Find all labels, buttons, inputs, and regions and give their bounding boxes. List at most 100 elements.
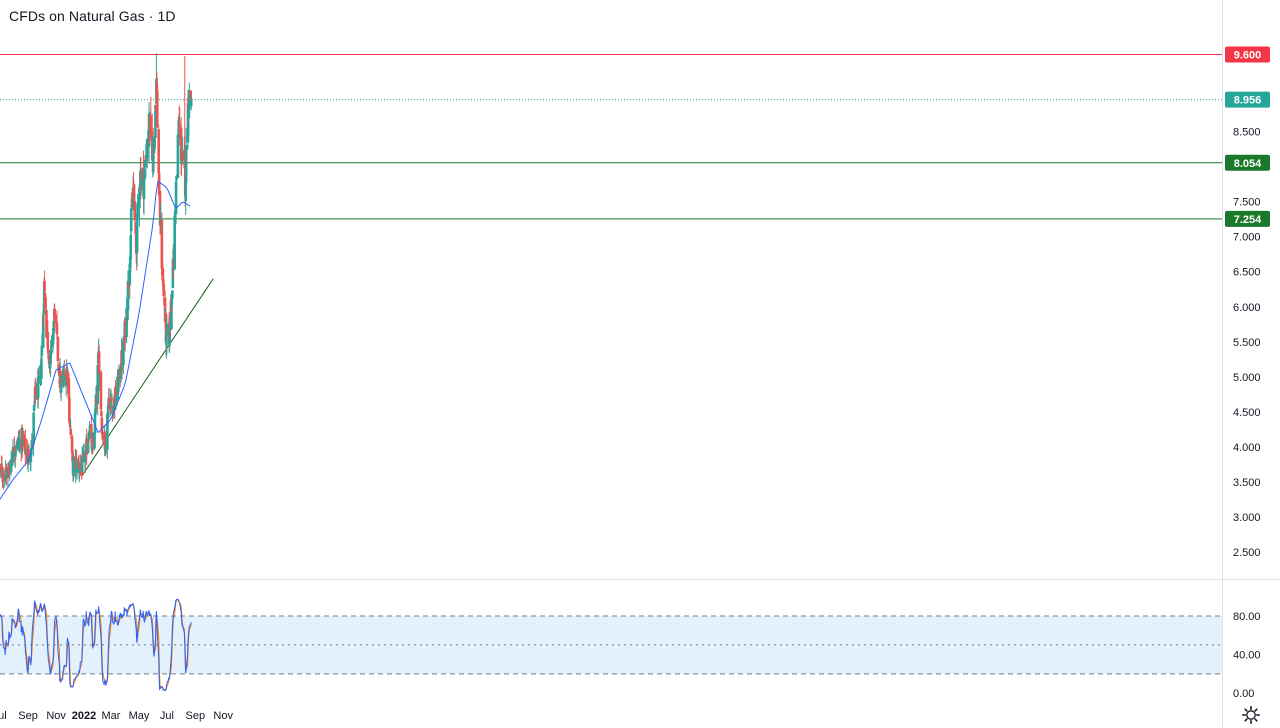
- candle[interactable]: [24, 429, 27, 466]
- candle-body: [159, 216, 162, 226]
- candle[interactable]: [154, 104, 157, 149]
- candle-body: [162, 283, 165, 297]
- candle[interactable]: [43, 270, 46, 293]
- candle[interactable]: [8, 459, 12, 482]
- candle[interactable]: [162, 268, 165, 306]
- candle[interactable]: [123, 317, 127, 352]
- candle-body: [24, 438, 27, 455]
- candle[interactable]: [107, 387, 111, 412]
- candle[interactable]: [175, 174, 178, 198]
- candle[interactable]: [37, 367, 40, 379]
- candle[interactable]: [34, 377, 37, 406]
- candle[interactable]: [27, 444, 31, 465]
- candle[interactable]: [5, 464, 8, 486]
- candle[interactable]: [24, 448, 28, 454]
- price-tick-label: 3.500: [1233, 477, 1261, 489]
- candle-body: [95, 397, 98, 404]
- candle[interactable]: [56, 335, 60, 373]
- candle[interactable]: [159, 203, 162, 232]
- candle[interactable]: [110, 393, 114, 404]
- candle[interactable]: [46, 346, 50, 364]
- candle-body: [82, 451, 85, 455]
- candle-body: [37, 375, 40, 377]
- candle-body: [99, 371, 103, 410]
- candle[interactable]: [133, 184, 137, 234]
- candle[interactable]: [88, 424, 92, 438]
- candle[interactable]: [40, 334, 44, 367]
- ma-line: [0, 180, 191, 501]
- candle[interactable]: [11, 438, 15, 466]
- candle[interactable]: [82, 443, 85, 463]
- candle[interactable]: [127, 279, 130, 297]
- candle[interactable]: [165, 316, 169, 355]
- price-tick-label: 8.500: [1233, 127, 1261, 139]
- candle[interactable]: [95, 385, 98, 413]
- price-tick-label: 7.500: [1233, 197, 1261, 209]
- candle[interactable]: [2, 467, 5, 490]
- candle[interactable]: [109, 388, 113, 397]
- candle[interactable]: [21, 427, 24, 450]
- candle-body: [71, 450, 74, 462]
- candle[interactable]: [14, 441, 18, 457]
- candle[interactable]: [85, 428, 89, 466]
- candle-body: [171, 290, 174, 299]
- candle[interactable]: [66, 366, 69, 394]
- candle[interactable]: [181, 149, 185, 165]
- candle[interactable]: [69, 424, 73, 439]
- candle[interactable]: [184, 127, 188, 198]
- candle[interactable]: [168, 300, 172, 337]
- candle[interactable]: [130, 192, 133, 208]
- candle[interactable]: [152, 136, 156, 172]
- candle[interactable]: [79, 454, 82, 477]
- candle[interactable]: [114, 380, 117, 404]
- candle[interactable]: [32, 412, 35, 457]
- candle[interactable]: [189, 95, 193, 111]
- candle[interactable]: [75, 457, 79, 480]
- candle-body: [5, 471, 8, 479]
- candle[interactable]: [18, 429, 21, 454]
- candle-body: [109, 398, 112, 408]
- candle-body: [36, 377, 40, 398]
- candle-body: [52, 320, 56, 332]
- candle[interactable]: [72, 456, 76, 470]
- candle[interactable]: [63, 359, 66, 377]
- candle[interactable]: [101, 425, 105, 446]
- stochastic-band: [0, 615, 1222, 675]
- candle[interactable]: [172, 244, 175, 279]
- candle[interactable]: [155, 77, 159, 129]
- candle-body: [188, 91, 191, 109]
- candle[interactable]: [104, 446, 108, 455]
- candle[interactable]: [146, 129, 149, 162]
- level-label-9-600: 9.600: [1225, 46, 1270, 63]
- candle[interactable]: [149, 96, 153, 141]
- candle-body: [154, 104, 157, 138]
- candle-body: [129, 235, 133, 259]
- candle[interactable]: [120, 342, 124, 380]
- candle[interactable]: [139, 167, 143, 196]
- candle[interactable]: [178, 107, 182, 146]
- gear-icon[interactable]: [1241, 705, 1261, 725]
- stoch-band-fill: [0, 616, 1222, 674]
- candle-body: [67, 378, 71, 400]
- candle-body: [136, 203, 140, 205]
- level-label-text: 7.254: [1234, 214, 1262, 226]
- candle[interactable]: [59, 375, 63, 402]
- candle-body: [40, 358, 43, 379]
- candle[interactable]: [136, 195, 140, 214]
- candle[interactable]: [45, 297, 48, 339]
- candle-body: [101, 432, 105, 440]
- candle-body: [14, 449, 18, 451]
- candle[interactable]: [188, 82, 191, 119]
- candle[interactable]: [98, 372, 101, 391]
- candle[interactable]: [43, 291, 47, 312]
- candle[interactable]: [53, 303, 56, 328]
- candle[interactable]: [117, 365, 121, 391]
- candle[interactable]: [111, 404, 114, 422]
- candle[interactable]: [143, 159, 146, 189]
- candle[interactable]: [91, 432, 95, 451]
- candle[interactable]: [171, 290, 174, 309]
- candle[interactable]: [50, 335, 53, 361]
- candle-body: [107, 398, 111, 410]
- candle-body: [69, 428, 73, 435]
